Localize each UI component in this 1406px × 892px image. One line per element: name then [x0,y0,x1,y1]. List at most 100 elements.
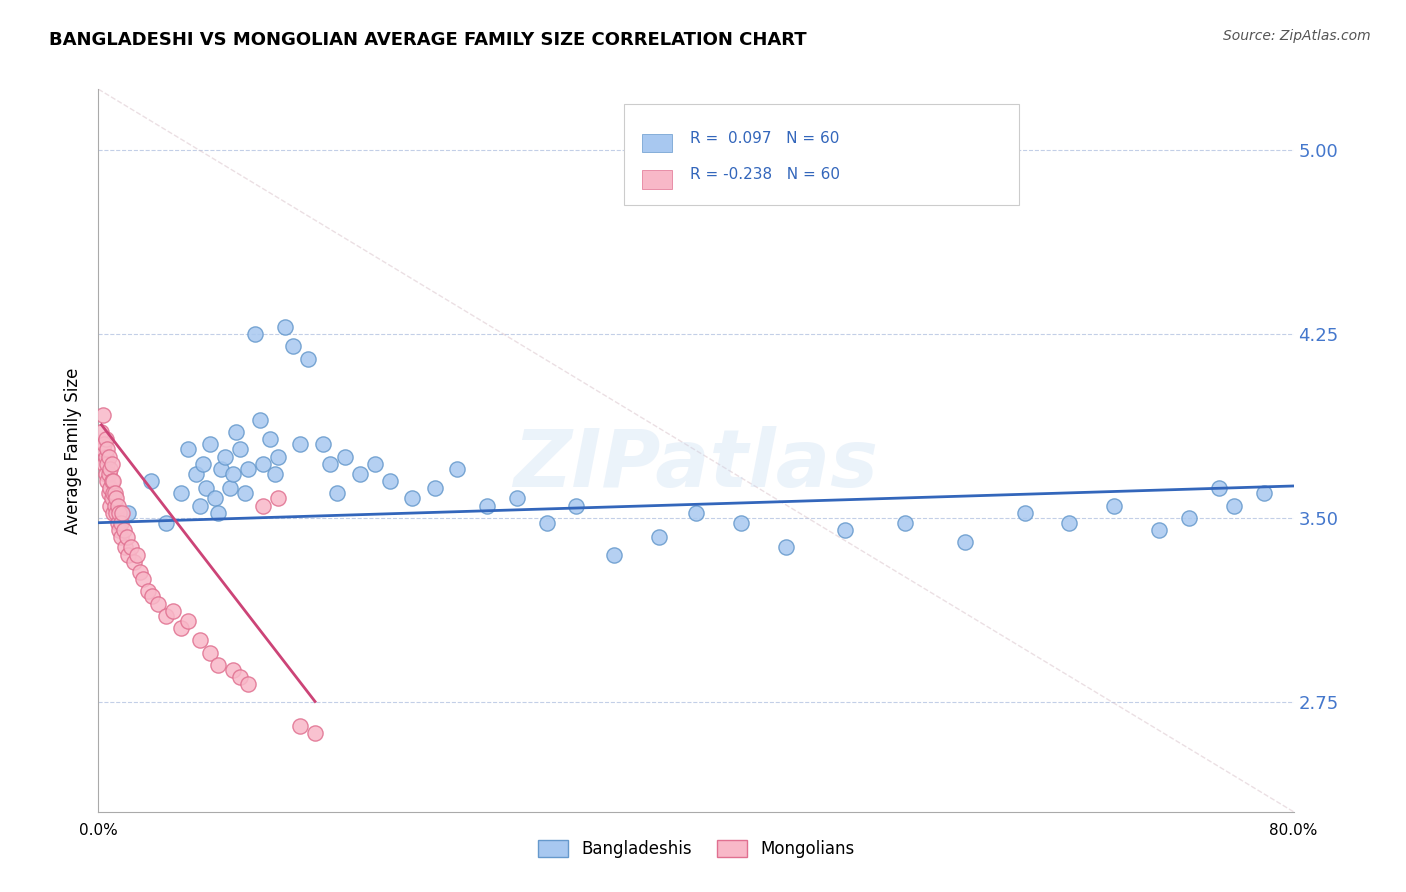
Text: R =  0.097   N = 60: R = 0.097 N = 60 [690,131,839,146]
Point [105,506,128,520]
Point [117,548,139,562]
Point [132,572,155,586]
Point [103,486,125,500]
Point [177,442,200,457]
Point [259,433,281,447]
Point [1014,506,1036,520]
Point [94,450,117,464]
Text: ZIPatlas: ZIPatlas [513,425,879,504]
Point [117,506,139,520]
Point [304,726,326,740]
Text: R = -0.238   N = 60: R = -0.238 N = 60 [690,167,839,182]
Point [288,719,311,733]
Point [103,474,125,488]
Point [103,506,125,520]
Point [97,450,120,464]
Point [107,516,129,530]
FancyBboxPatch shape [624,103,1019,205]
Point [730,516,752,530]
Point [108,523,131,537]
Point [91,442,114,457]
Point [101,457,124,471]
Point [236,462,259,476]
Point [155,608,177,623]
Point [267,491,290,506]
Point [101,491,124,506]
Point [214,450,236,464]
Point [252,457,274,471]
FancyBboxPatch shape [643,135,672,153]
Point [207,506,229,520]
Point [209,462,232,476]
Point [281,339,304,353]
Point [96,457,118,471]
Point [107,499,129,513]
Point [297,351,319,366]
Point [139,474,162,488]
Point [115,530,138,544]
Point [204,491,226,506]
Point [120,540,142,554]
Point [249,413,271,427]
Point [1147,523,1170,537]
Point [222,663,245,677]
Point [401,491,423,506]
Point [222,467,245,481]
Legend: Bangladeshis, Mongolians: Bangladeshis, Mongolians [531,833,860,865]
FancyBboxPatch shape [643,170,672,188]
Point [245,327,267,342]
Point [177,614,200,628]
Point [127,548,149,562]
Point [98,499,122,513]
Point [93,457,115,471]
Point [105,491,128,506]
Point [475,499,498,513]
Point [110,530,132,544]
Point [1104,499,1126,513]
Point [101,474,124,488]
Point [311,437,333,451]
Point [200,646,222,660]
Point [685,506,707,520]
Point [104,499,127,513]
Point [536,516,558,530]
Point [94,433,117,447]
Point [188,633,211,648]
Point [1178,511,1201,525]
Point [141,589,163,603]
Point [333,450,356,464]
Point [446,462,468,476]
Point [207,657,229,672]
Point [1253,486,1275,500]
Point [90,425,112,439]
Point [104,486,127,500]
Point [1059,516,1081,530]
Point [97,486,120,500]
Point [184,467,207,481]
Point [112,523,135,537]
Point [219,482,242,496]
Point [162,604,184,618]
Y-axis label: Average Family Size: Average Family Size [65,368,83,533]
Point [263,467,285,481]
Point [834,523,856,537]
Point [274,319,297,334]
Point [603,548,626,562]
Point [953,535,976,549]
Point [423,482,446,496]
Point [148,597,170,611]
Point [378,474,401,488]
Point [110,516,132,530]
Point [97,467,120,481]
Point [124,555,146,569]
Point [319,457,342,471]
Point [96,474,118,488]
Point [94,467,117,481]
Point [1208,482,1230,496]
Point [565,499,588,513]
Point [267,450,290,464]
Point [349,467,371,481]
Point [195,482,218,496]
Point [326,486,349,500]
Text: BANGLADESHI VS MONGOLIAN AVERAGE FAMILY SIZE CORRELATION CHART: BANGLADESHI VS MONGOLIAN AVERAGE FAMILY … [49,31,807,49]
